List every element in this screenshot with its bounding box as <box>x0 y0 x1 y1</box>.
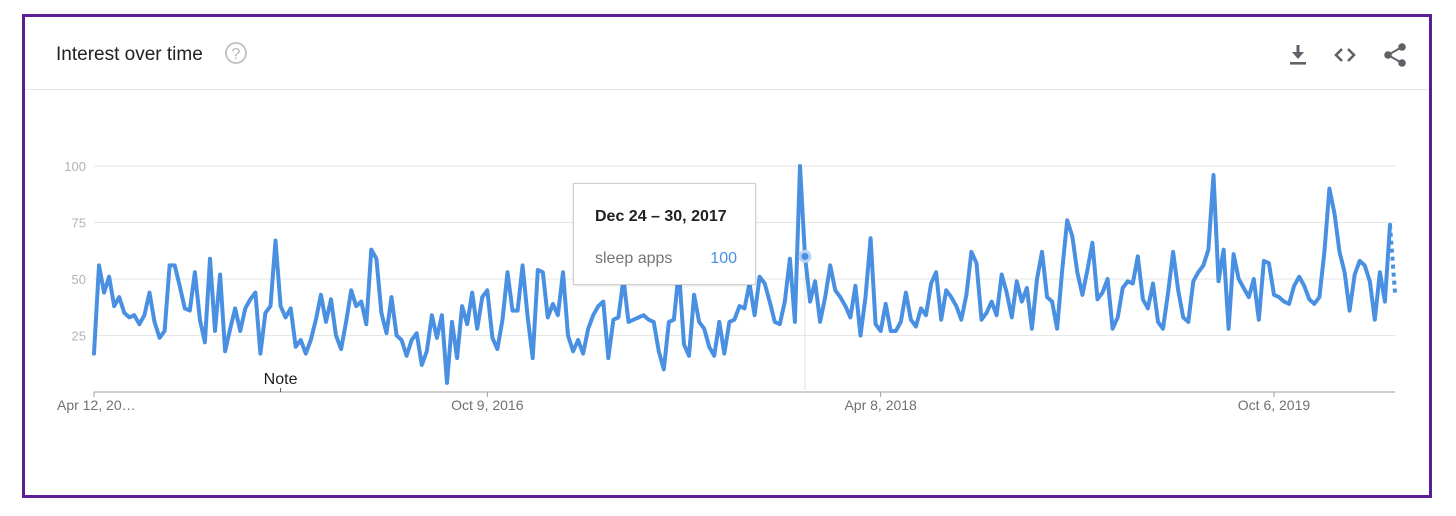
tooltip-value: 100 <box>710 250 737 267</box>
share-icon[interactable] <box>1382 41 1408 69</box>
card-title: Interest over time <box>56 44 203 65</box>
x-tick-label: Apr 12, 20… <box>57 397 136 413</box>
download-icon[interactable] <box>1285 41 1311 69</box>
x-tick-label: Oct 6, 2019 <box>1238 397 1311 413</box>
highlighted-point <box>798 249 812 263</box>
series-line-sleep-apps <box>92 164 1392 385</box>
y-tick-label: 100 <box>64 159 86 174</box>
tooltip-series-name: sleep apps <box>595 250 673 267</box>
card-header: Interest over time ? <box>25 17 1429 90</box>
x-tick-label: Apr 8, 2018 <box>844 397 917 413</box>
help-icon[interactable]: ? <box>225 42 247 64</box>
series-partial-segment <box>1387 224 1397 293</box>
tooltip-date: Dec 24 – 30, 2017 <box>595 208 727 225</box>
interest-over-time-card: Interest over time ? 25 50 75 100 Apr 12, 20… <box>22 14 1432 498</box>
y-tick-label: 25 <box>72 329 86 344</box>
y-tick-label: 50 <box>72 272 86 287</box>
note-annotation: Note <box>264 371 298 388</box>
x-tick-label: Oct 9, 2016 <box>451 397 524 413</box>
y-tick-label: 75 <box>72 216 86 231</box>
embed-code-icon[interactable] <box>1332 41 1358 69</box>
chart-tooltip: Dec 24 – 30, 2017 sleep apps 100 <box>573 183 756 285</box>
interest-line-chart: 25 50 75 100 Apr 12, 20… Oct 9, 2016 Apr 8, 20… <box>57 159 1397 413</box>
